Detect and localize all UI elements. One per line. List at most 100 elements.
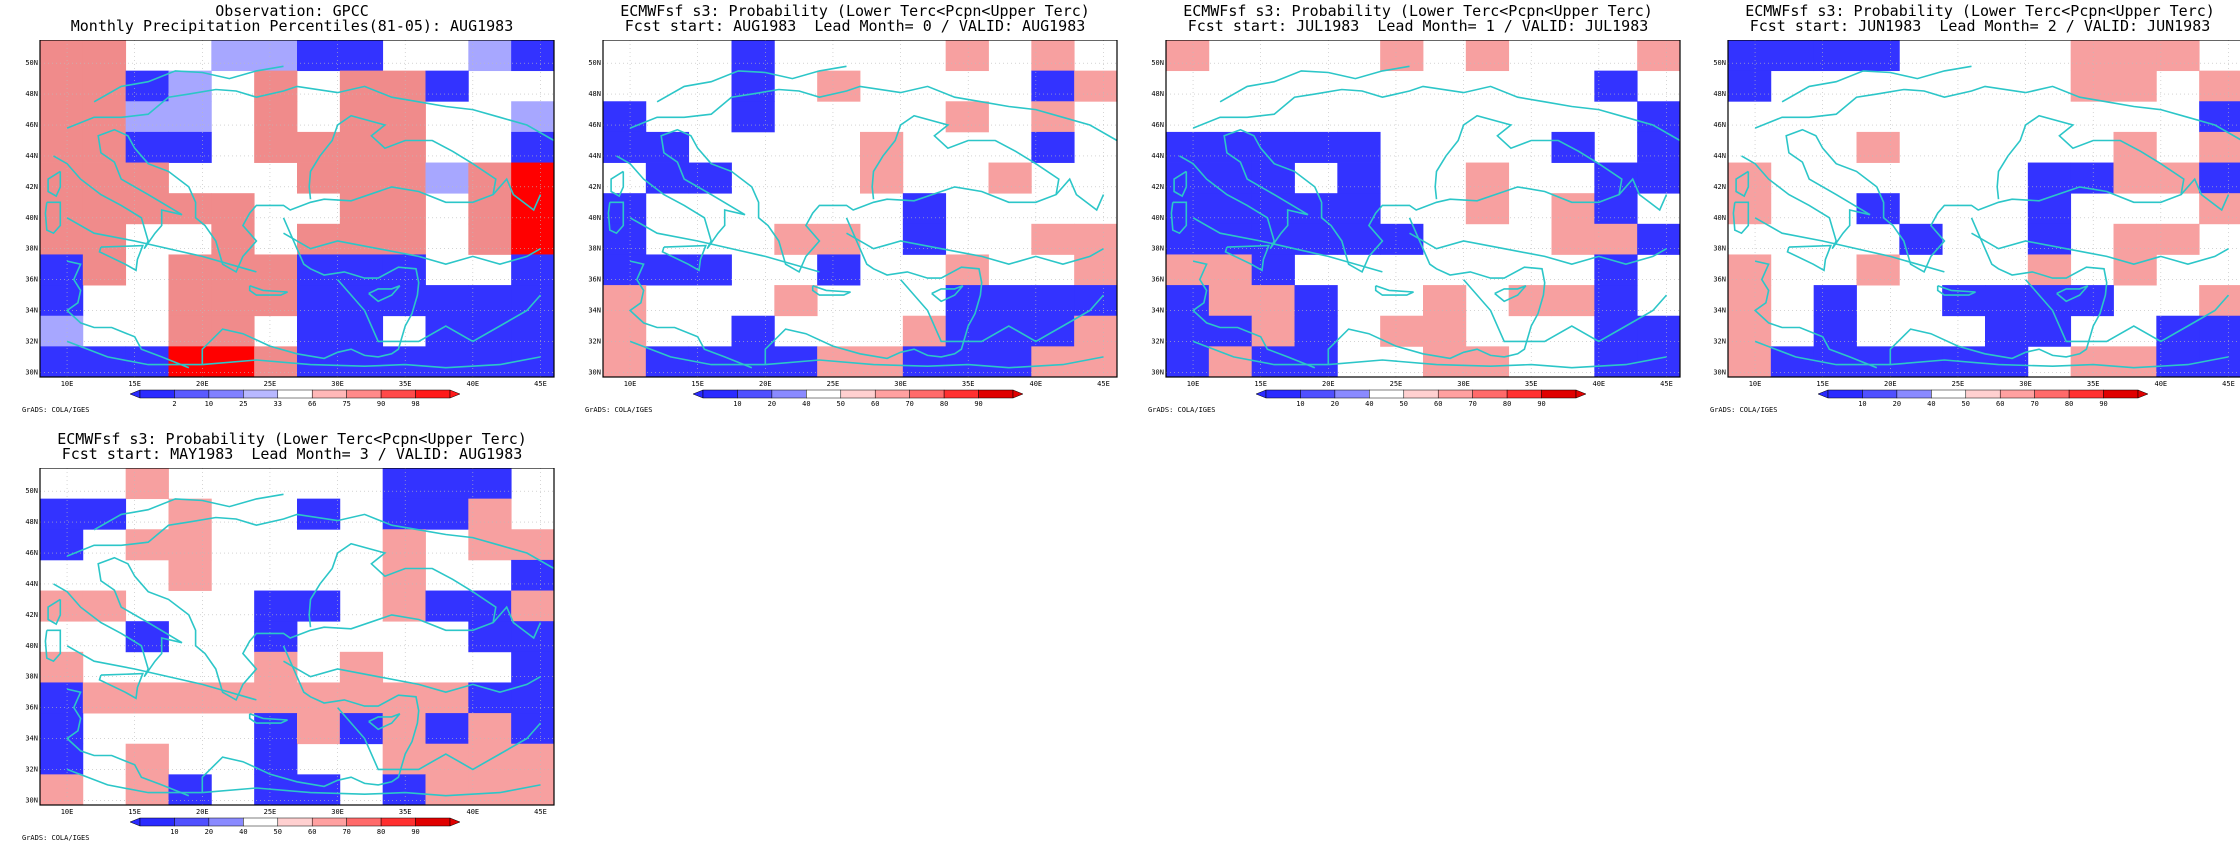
colorbar-tick-label: 50 bbox=[1962, 400, 1970, 408]
lat-tick-label: 30N bbox=[25, 796, 38, 804]
map-panel: Observation: GPCC Monthly Precipitation P… bbox=[22, 0, 562, 428]
panel-subtitle: Fcst start: JUN1983 Lead Month= 2 / VALI… bbox=[1749, 17, 2211, 35]
coastline bbox=[98, 244, 144, 272]
colorbar-low-arrow bbox=[129, 389, 141, 399]
grid-cell bbox=[1728, 254, 1772, 286]
lon-tick-label: 10E bbox=[1187, 380, 1200, 388]
grid-cell bbox=[1031, 223, 1075, 255]
lat-tick-label: 50N bbox=[25, 59, 38, 67]
grid-cell bbox=[860, 162, 904, 194]
grid-cell bbox=[1856, 254, 1900, 286]
grid-cell bbox=[774, 285, 818, 317]
grid-cell bbox=[40, 774, 84, 806]
grid-cell bbox=[2156, 223, 2200, 255]
coastline bbox=[492, 177, 542, 212]
grid-cell bbox=[1637, 315, 1681, 347]
grid-cell bbox=[1251, 315, 1295, 347]
coastline bbox=[1374, 285, 1414, 296]
grid-cell bbox=[2156, 162, 2200, 194]
grid-cell bbox=[40, 529, 84, 561]
grid-cell bbox=[902, 193, 947, 225]
grid-cell bbox=[988, 285, 1032, 317]
grid-cell bbox=[1594, 223, 1638, 255]
grid-cell bbox=[1074, 70, 1118, 102]
grid-cell bbox=[731, 315, 775, 347]
grid-cell bbox=[2027, 193, 2072, 225]
grid-cell bbox=[125, 101, 169, 133]
lon-tick-label: 40E bbox=[1593, 380, 1606, 388]
grid-cell bbox=[1166, 131, 1210, 163]
coastline bbox=[66, 85, 555, 142]
lat-tick-label: 46N bbox=[1713, 121, 1726, 129]
colorbar-tick-label: 90 bbox=[377, 400, 385, 408]
coastline bbox=[66, 513, 555, 570]
grid-cell bbox=[382, 346, 426, 378]
colorbar-tick-label: 40 bbox=[1927, 400, 1935, 408]
grid-cell bbox=[297, 774, 341, 806]
grid-cell bbox=[468, 285, 512, 317]
grid-cell bbox=[1594, 193, 1638, 225]
colorbar-tick-label: 60 bbox=[308, 828, 316, 836]
lon-tick-label: 15E bbox=[1816, 380, 1829, 388]
grid-cell bbox=[1251, 254, 1295, 286]
grid-cell bbox=[1594, 254, 1638, 286]
colorbar-segment bbox=[346, 817, 382, 827]
coastline bbox=[1754, 217, 1945, 273]
grid-cell bbox=[511, 713, 555, 745]
lon-tick-label: 10E bbox=[624, 380, 637, 388]
grid-cell bbox=[731, 40, 775, 72]
grid-cell bbox=[425, 70, 469, 102]
grid-cell bbox=[1337, 193, 1381, 225]
grid-cell bbox=[168, 193, 212, 225]
coastline bbox=[1971, 232, 2229, 266]
grid-cell bbox=[1166, 346, 1210, 378]
coastline bbox=[53, 542, 497, 702]
grid-cell bbox=[2113, 223, 2157, 255]
grid-cell bbox=[1337, 131, 1381, 163]
map-panel: ECMWFsf s3: Probability (Lower Terc<Pcpn… bbox=[1148, 0, 1688, 428]
coastline bbox=[846, 232, 1104, 266]
colorbar-high-arrow bbox=[1012, 389, 1024, 399]
grid-cell bbox=[1380, 223, 1424, 255]
grid-cell bbox=[254, 101, 298, 133]
colorbar-segment bbox=[139, 817, 175, 827]
grid-cell bbox=[2113, 70, 2157, 102]
lat-tick-label: 40N bbox=[1151, 214, 1164, 222]
lat-tick-label: 30N bbox=[1713, 368, 1726, 376]
grid-cell bbox=[1465, 40, 1510, 72]
grid-cell bbox=[731, 101, 775, 133]
colorbar-segment bbox=[1437, 389, 1473, 399]
grid-cell bbox=[1208, 131, 1253, 163]
grid-cell bbox=[2027, 315, 2072, 347]
colorbar-segment bbox=[174, 389, 210, 399]
grid-cell bbox=[1208, 254, 1253, 286]
coastline bbox=[661, 244, 707, 272]
colorbar-high-arrow bbox=[449, 817, 461, 827]
grid-cell bbox=[425, 285, 469, 317]
grid-cell bbox=[382, 285, 426, 317]
coastline bbox=[248, 713, 288, 724]
grid-cell bbox=[1508, 285, 1552, 317]
colorbar-tick-label: 60 bbox=[871, 400, 879, 408]
lon-tick-label: 30E bbox=[894, 380, 907, 388]
colorbar-segment bbox=[1931, 389, 1967, 399]
grid-cell bbox=[511, 590, 555, 622]
lat-tick-label: 40N bbox=[25, 214, 38, 222]
panel-title: Observation: GPCC bbox=[215, 2, 369, 20]
coastline bbox=[1735, 170, 1750, 198]
lon-tick-label: 40E bbox=[467, 380, 480, 388]
grid-cell bbox=[1728, 40, 1772, 72]
colorbar-segment bbox=[943, 389, 979, 399]
lat-tick-label: 44N bbox=[1713, 152, 1726, 160]
colorbar-tick-label: 80 bbox=[377, 828, 385, 836]
grid-cell bbox=[817, 223, 861, 255]
lat-tick-label: 42N bbox=[1151, 183, 1164, 191]
grid-cell bbox=[125, 682, 169, 714]
grid-cell bbox=[2027, 223, 2072, 255]
lat-tick-label: 36N bbox=[1151, 276, 1164, 284]
grid-cell bbox=[297, 315, 341, 347]
lat-tick-label: 46N bbox=[25, 549, 38, 557]
colorbar-tick-label: 66 bbox=[308, 400, 316, 408]
grid-cell bbox=[40, 193, 84, 225]
lon-tick-label: 45E bbox=[1660, 380, 1673, 388]
